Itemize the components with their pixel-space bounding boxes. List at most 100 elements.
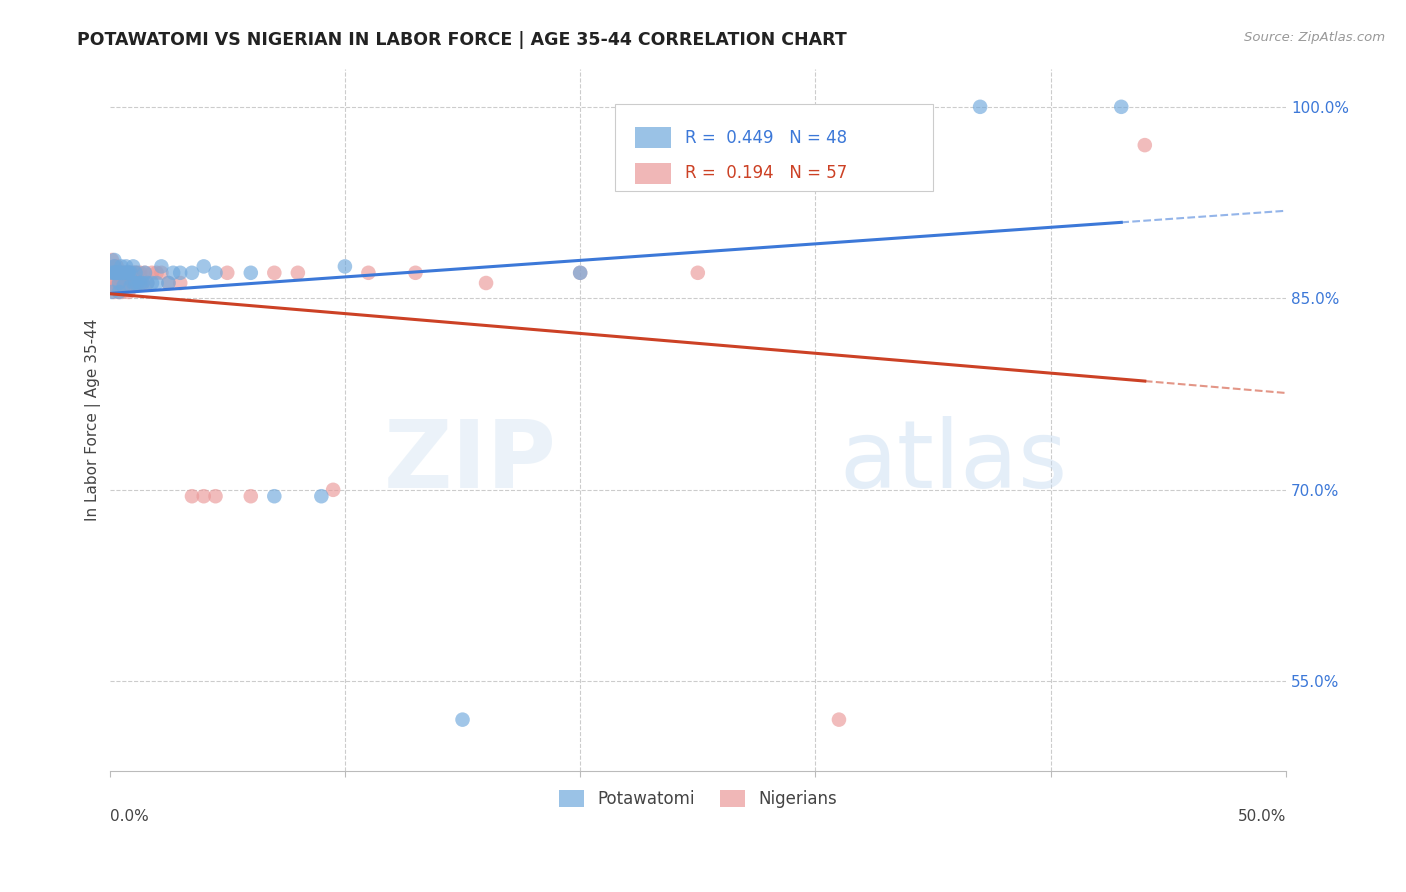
Text: POTAWATOMI VS NIGERIAN IN LABOR FORCE | AGE 35-44 CORRELATION CHART: POTAWATOMI VS NIGERIAN IN LABOR FORCE | … [77, 31, 846, 49]
Point [134, 266, 156, 280]
Point [105, 276, 128, 290]
Point [162, 266, 184, 280]
Point [322, 483, 344, 497]
Point [134, 266, 156, 280]
Point [108, 285, 131, 299]
Text: R =  0.194   N = 57: R = 0.194 N = 57 [685, 164, 846, 182]
Point [120, 278, 142, 293]
Point [169, 266, 191, 280]
Point [103, 266, 125, 280]
Point [141, 266, 163, 280]
Point [122, 260, 145, 274]
Point [105, 266, 128, 280]
Y-axis label: In Labor Force | Age 35-44: In Labor Force | Age 35-44 [86, 318, 101, 521]
Point [117, 276, 139, 290]
Point [105, 278, 128, 293]
Point [1133, 138, 1156, 153]
Point [124, 266, 146, 280]
Point [124, 278, 146, 293]
Point [122, 276, 145, 290]
Point [569, 266, 592, 280]
Point [117, 266, 139, 280]
Text: atlas: atlas [839, 416, 1067, 508]
Point [101, 266, 124, 280]
Legend: Potawatomi, Nigerians: Potawatomi, Nigerians [553, 783, 844, 815]
Point [204, 266, 226, 280]
Point [112, 266, 135, 280]
Point [127, 276, 149, 290]
Point [287, 266, 309, 280]
Text: R =  0.449   N = 48: R = 0.449 N = 48 [685, 128, 846, 147]
Point [110, 260, 132, 274]
Point [124, 266, 146, 280]
Point [475, 276, 498, 290]
Point [127, 276, 149, 290]
Point [828, 713, 851, 727]
Point [141, 276, 163, 290]
Point [204, 489, 226, 503]
Point [120, 278, 142, 293]
Point [150, 266, 173, 280]
Point [357, 266, 380, 280]
Point [122, 266, 145, 280]
Point [101, 285, 124, 299]
Point [569, 266, 592, 280]
Point [239, 489, 262, 503]
Point [129, 266, 152, 280]
Point [117, 285, 139, 299]
Point [103, 260, 125, 274]
Point [193, 489, 215, 503]
Point [333, 260, 356, 274]
Point [112, 278, 135, 293]
Point [108, 276, 131, 290]
Point [110, 285, 132, 299]
Point [131, 276, 153, 290]
Text: 0.0%: 0.0% [110, 809, 149, 824]
Point [103, 266, 125, 280]
Point [115, 260, 138, 274]
Text: ZIP: ZIP [384, 416, 557, 508]
Point [451, 713, 474, 727]
Point [127, 266, 149, 280]
Point [108, 276, 131, 290]
Point [131, 276, 153, 290]
Point [115, 266, 138, 280]
Point [112, 266, 135, 280]
Point [120, 266, 142, 280]
Point [193, 260, 215, 274]
Point [969, 100, 991, 114]
Point [136, 276, 159, 290]
Point [1109, 100, 1132, 114]
Point [181, 489, 204, 503]
Point [103, 278, 125, 293]
Point [124, 276, 146, 290]
FancyBboxPatch shape [636, 128, 671, 148]
Point [157, 276, 180, 290]
Point [117, 266, 139, 280]
Point [105, 266, 128, 280]
Point [405, 266, 427, 280]
Point [122, 276, 145, 290]
Point [103, 266, 125, 280]
Point [686, 266, 709, 280]
Point [112, 278, 135, 293]
Point [263, 266, 285, 280]
Point [157, 276, 180, 290]
Point [101, 266, 124, 280]
Point [103, 260, 125, 274]
Point [117, 266, 139, 280]
Point [129, 276, 152, 290]
Point [239, 266, 262, 280]
Point [110, 266, 132, 280]
Point [263, 489, 285, 503]
Point [150, 260, 173, 274]
Point [105, 266, 128, 280]
Point [101, 253, 124, 268]
Point [115, 266, 138, 280]
Point [145, 276, 167, 290]
Point [115, 276, 138, 290]
Point [108, 266, 131, 280]
Point [217, 266, 239, 280]
Point [112, 276, 135, 290]
Point [108, 266, 131, 280]
